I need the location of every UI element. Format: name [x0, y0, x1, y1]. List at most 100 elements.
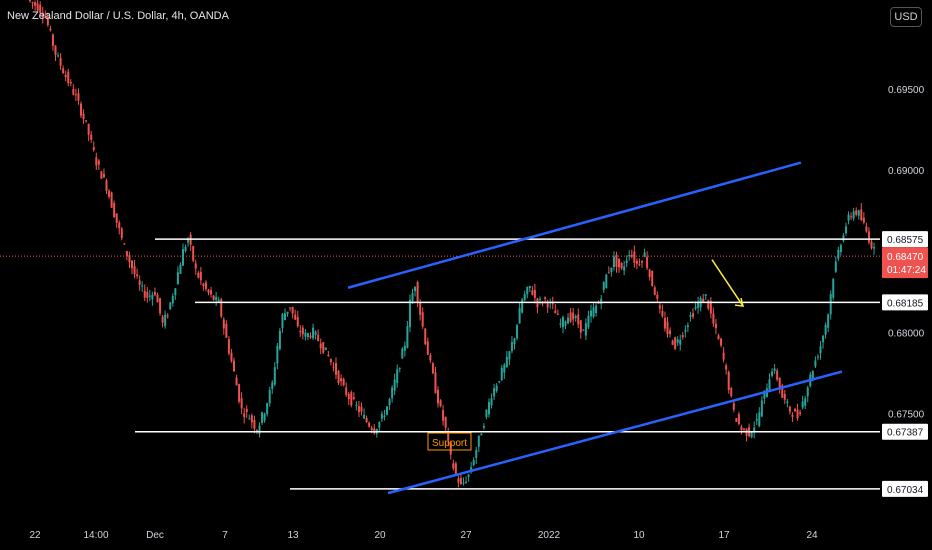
- candle: [398, 367, 401, 373]
- candle: [393, 373, 396, 396]
- candle: [860, 203, 863, 222]
- candle: [663, 311, 666, 332]
- candle: [304, 328, 307, 341]
- candle: [439, 399, 442, 408]
- candle: [444, 416, 447, 433]
- candle: [182, 243, 184, 266]
- candle: [661, 304, 664, 318]
- candle: [238, 383, 241, 404]
- candle: [824, 322, 827, 339]
- candle: [365, 415, 368, 424]
- candle: [64, 70, 67, 82]
- candle: [306, 332, 309, 340]
- candle: [814, 356, 817, 368]
- candle: [189, 232, 192, 251]
- candle: [108, 189, 111, 199]
- candle: [689, 311, 692, 322]
- candle: [722, 347, 725, 363]
- candle: [791, 412, 794, 422]
- candle: [669, 327, 672, 338]
- candle: [554, 304, 557, 314]
- candle: [452, 459, 455, 471]
- candle: [579, 320, 582, 339]
- candle: [44, 10, 47, 18]
- candle: [671, 339, 674, 346]
- candle: [510, 336, 513, 354]
- candle: [862, 212, 865, 225]
- candle: [870, 239, 873, 250]
- candle: [572, 307, 575, 326]
- candle: [485, 409, 488, 420]
- channel-lower-line[interactable]: [387, 370, 843, 495]
- candle: [623, 260, 626, 276]
- candle: [465, 476, 468, 484]
- candle: [714, 318, 717, 335]
- candle: [222, 317, 225, 335]
- candle: [416, 280, 419, 308]
- candle: [472, 457, 475, 467]
- candle: [192, 245, 195, 263]
- candle: [612, 251, 615, 271]
- candle: [865, 222, 868, 233]
- candle: [301, 325, 304, 340]
- arrow-layer: [711, 259, 744, 307]
- time-tick-label: 13: [287, 530, 299, 541]
- candle: [253, 415, 256, 434]
- candle: [151, 291, 154, 306]
- candle: [92, 141, 95, 152]
- candle: [324, 347, 327, 351]
- price-tick-label: 0.69000: [888, 166, 925, 177]
- candle: [709, 297, 712, 319]
- candle: [345, 382, 348, 398]
- candle: [187, 236, 190, 247]
- candle: [556, 309, 559, 316]
- candle: [804, 395, 807, 410]
- candle: [380, 411, 383, 422]
- candle: [245, 405, 248, 418]
- candle: [498, 381, 501, 384]
- candle: [289, 307, 292, 312]
- channel-upper-line[interactable]: [347, 161, 802, 289]
- candle: [569, 308, 572, 323]
- candle: [686, 322, 689, 333]
- candle: [261, 411, 264, 426]
- level-price-label: 0.67387: [887, 428, 924, 439]
- candle: [720, 337, 723, 348]
- candle: [607, 266, 610, 274]
- candle: [401, 346, 404, 359]
- candle: [447, 427, 450, 447]
- candle: [153, 287, 156, 297]
- candle: [559, 318, 562, 328]
- candle: [156, 292, 159, 303]
- candle: [475, 446, 478, 464]
- candle: [549, 298, 552, 309]
- candle: [184, 244, 187, 253]
- candle: [396, 364, 399, 388]
- support-label: Support: [427, 432, 472, 451]
- candle: [429, 352, 432, 364]
- candle: [702, 293, 705, 303]
- candle: [284, 308, 286, 321]
- level-price-tag: 0.68575: [882, 231, 928, 248]
- candle: [493, 383, 496, 400]
- candle: [633, 245, 636, 268]
- candle: [495, 383, 498, 393]
- candle: [717, 333, 720, 340]
- candle: [516, 323, 519, 341]
- candle: [653, 285, 656, 296]
- candle: [732, 400, 735, 413]
- candle: [128, 251, 131, 269]
- candle: [635, 258, 638, 270]
- currency-button[interactable]: USD: [890, 7, 922, 27]
- candle: [459, 473, 462, 485]
- candle: [375, 428, 378, 438]
- candle: [225, 320, 228, 339]
- candle: [329, 358, 332, 366]
- candle: [679, 334, 682, 351]
- candle: [202, 282, 205, 291]
- candle: [278, 328, 281, 351]
- candle: [176, 266, 179, 285]
- candle: [164, 310, 167, 329]
- level-price-tag: 0.68185: [882, 294, 928, 311]
- candle: [666, 316, 669, 338]
